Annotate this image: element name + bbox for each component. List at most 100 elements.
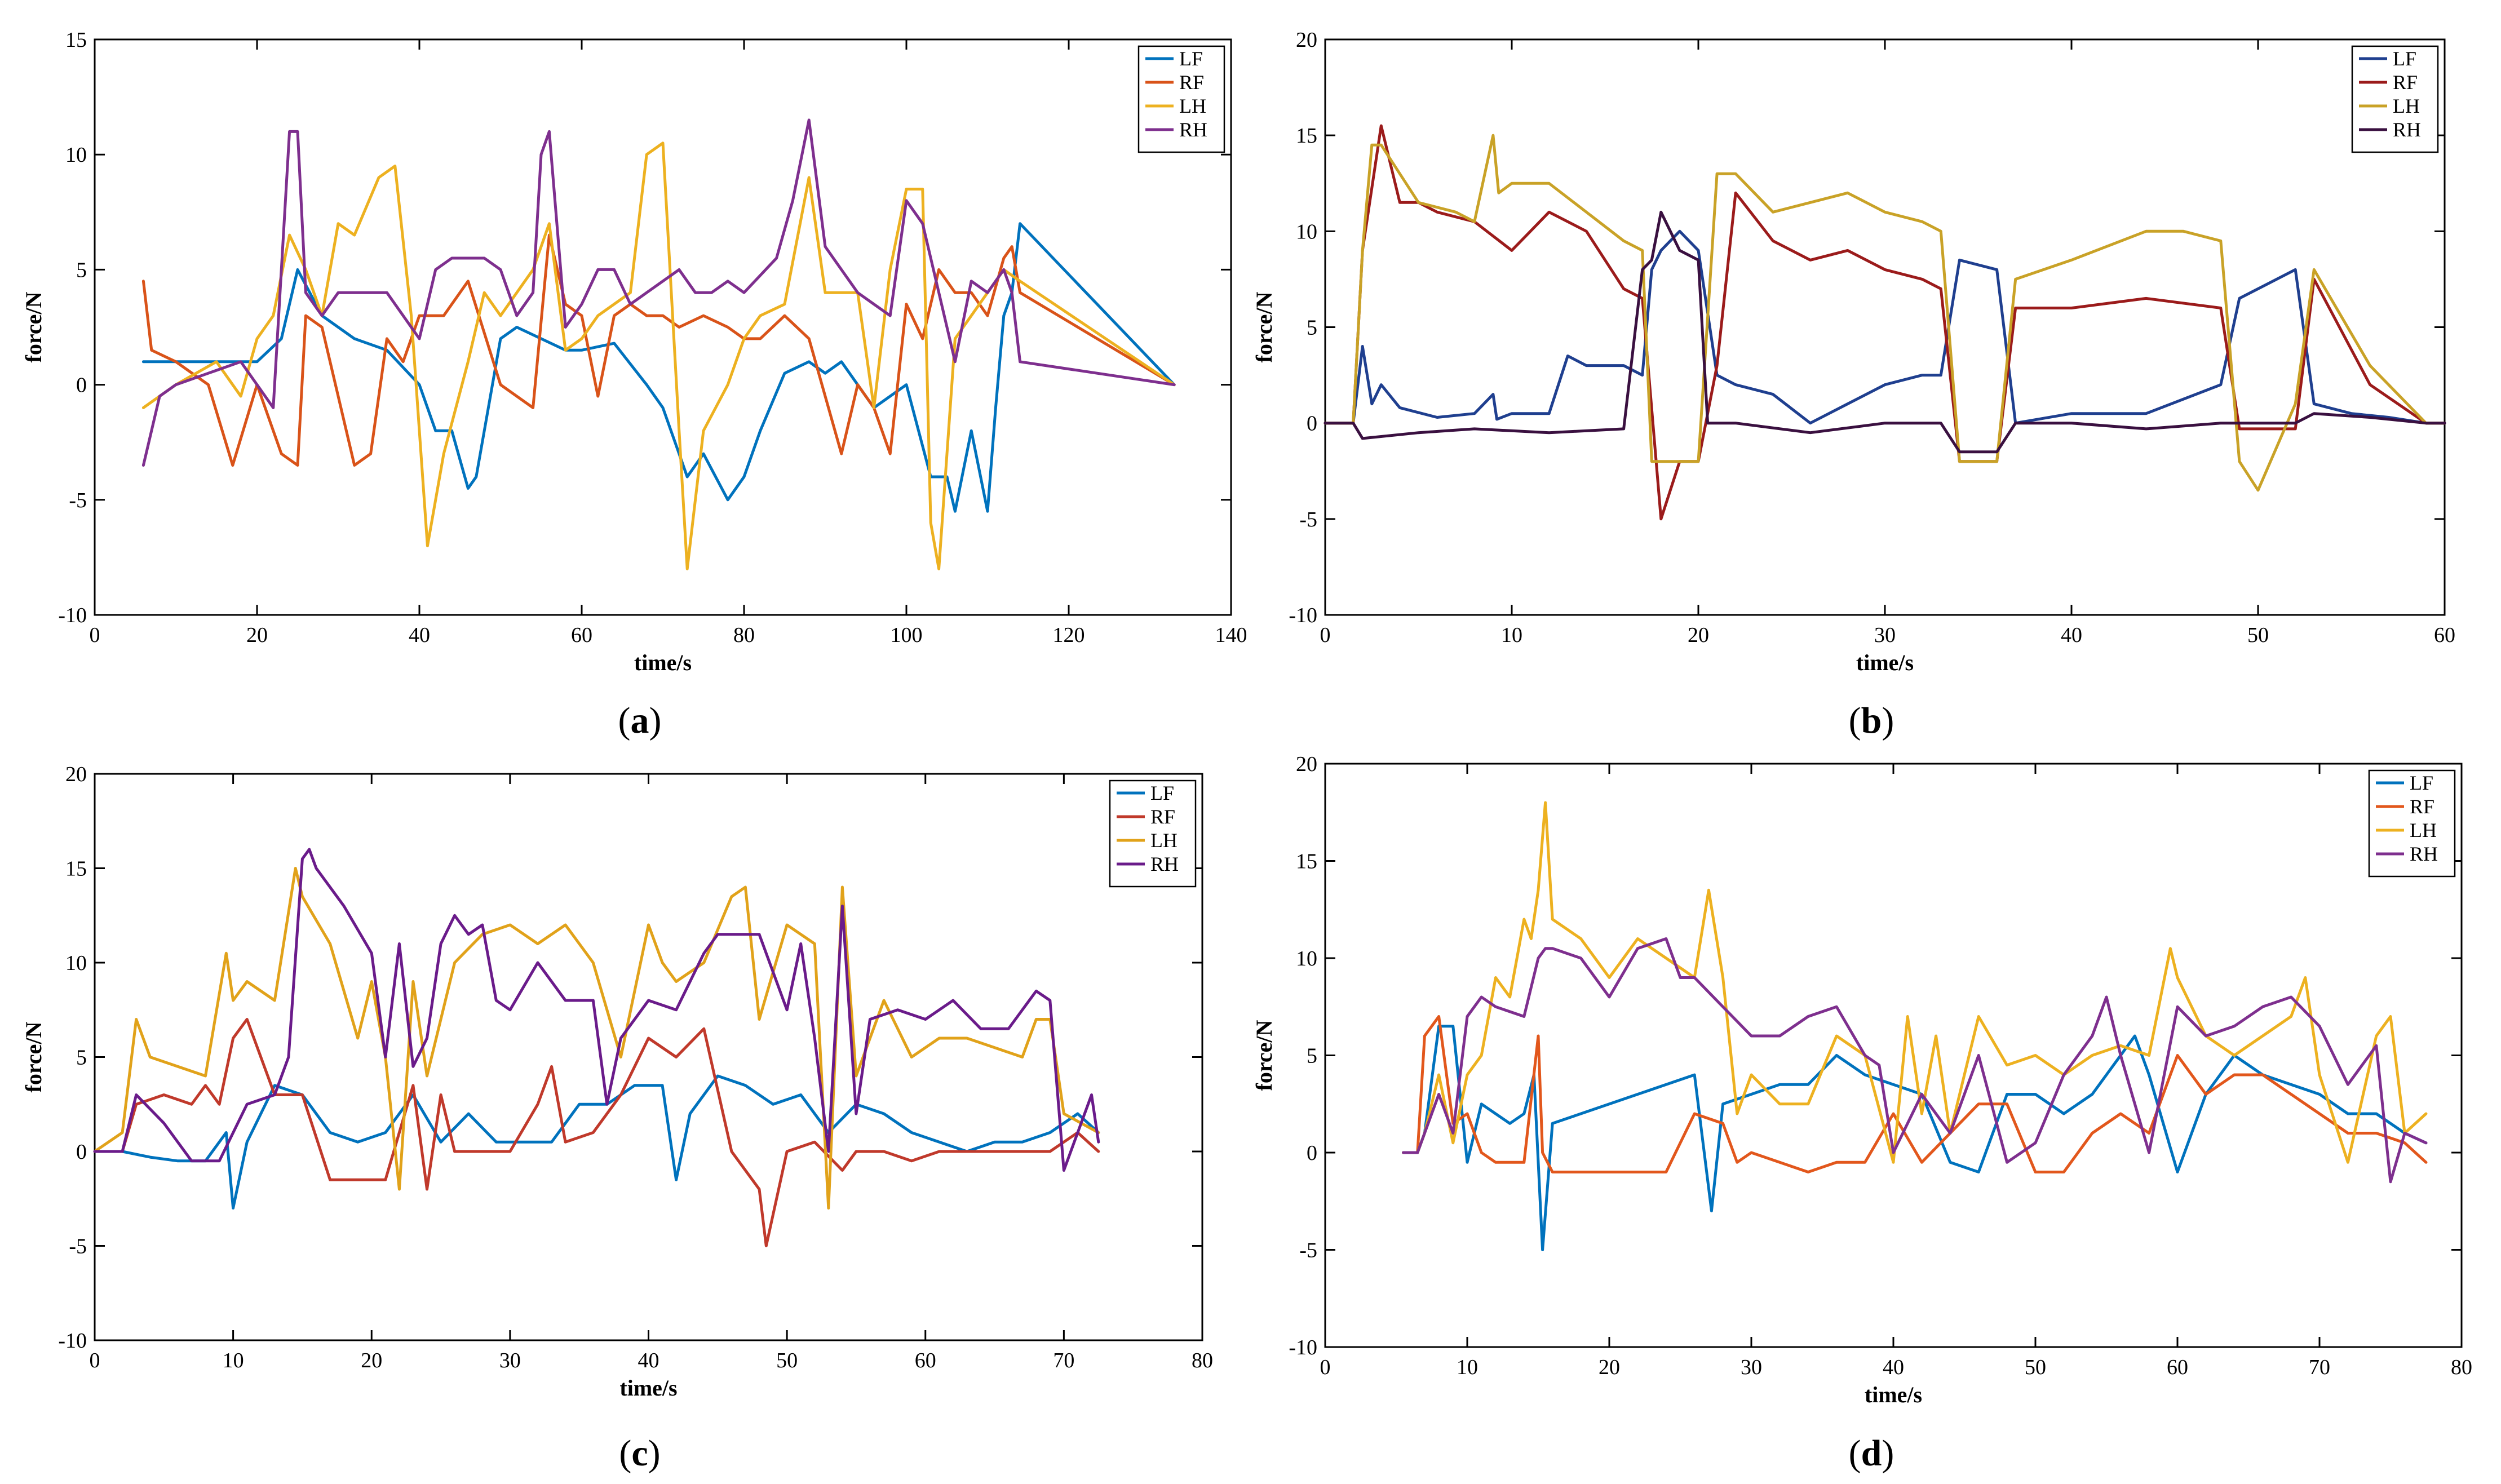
x-tick-label-b: 10	[1501, 623, 1522, 647]
y-tick-label-d: 0	[1307, 1141, 1317, 1165]
y-tick-label-a: -10	[58, 604, 87, 627]
y-axis-label-a: force/N	[21, 291, 46, 362]
x-tick-label-d: 50	[2025, 1355, 2046, 1379]
legend-label-lh-a: LH	[1179, 95, 1206, 117]
caption-a: (a)	[618, 700, 662, 741]
y-tick-label-b: 20	[1296, 28, 1317, 52]
legend-label-rh-c: RH	[1150, 853, 1179, 875]
y-tick-label-c: 5	[76, 1046, 87, 1070]
x-tick-label-a: 120	[1053, 623, 1085, 647]
y-tick-label-d: 5	[1307, 1044, 1317, 1068]
y-tick-label-a: -5	[69, 489, 87, 512]
x-tick-label-d: 80	[2451, 1355, 2472, 1379]
y-tick-label-c: 10	[65, 951, 87, 975]
legend-box-d	[2368, 769, 2456, 878]
series-line-lf-a	[141, 222, 1176, 513]
legend-label-rf-b: RF	[2393, 71, 2418, 94]
legend-box-b	[2351, 45, 2439, 153]
caption-b: (b)	[1849, 700, 1894, 741]
series-line-lh-c	[93, 867, 1100, 1210]
y-tick-label-b: -5	[1299, 508, 1317, 531]
x-tick-label-a: 20	[246, 623, 268, 647]
x-tick-label-d: 0	[1320, 1355, 1331, 1379]
y-tick-label-c: -5	[69, 1235, 87, 1259]
series-line-rf-b	[1323, 124, 2446, 521]
caption-d: (d)	[1849, 1433, 1894, 1474]
x-tick-label-c: 0	[90, 1349, 100, 1372]
y-tick-label-d: 10	[1296, 947, 1317, 971]
series-line-rh-b	[1323, 210, 2446, 454]
x-tick-label-a: 140	[1215, 623, 1247, 647]
plot-frame-d	[1324, 763, 2463, 1348]
legend-label-rh-a: RH	[1179, 118, 1207, 141]
series-line-lf-c	[93, 1074, 1100, 1210]
y-tick-label-b: 10	[1296, 220, 1317, 243]
x-tick-label-d: 30	[1741, 1355, 1762, 1379]
legend-label-lh-b: LH	[2393, 95, 2420, 117]
x-axis-label-b: time/s	[1856, 650, 1914, 675]
x-tick-label-b: 40	[2061, 623, 2082, 647]
x-tick-label-c: 10	[223, 1349, 244, 1372]
legend-box-a	[1137, 45, 1225, 153]
legend-box-c	[1109, 779, 1197, 888]
y-tick-label-a: 0	[76, 374, 87, 397]
y-tick-label-d: -5	[1299, 1239, 1317, 1262]
y-tick-label-a: 10	[65, 143, 87, 167]
legend-label-lf-b: LF	[2393, 47, 2416, 70]
y-tick-label-d: -10	[1289, 1336, 1317, 1359]
series-line-lf-b	[1323, 229, 2446, 425]
legend-label-rf-c: RF	[1150, 805, 1175, 828]
y-tick-label-a: 5	[76, 258, 87, 282]
series-line-lh-b	[1323, 134, 2446, 492]
x-tick-label-d: 70	[2309, 1355, 2330, 1379]
caption-c: (c)	[619, 1433, 660, 1474]
y-tick-label-c: 15	[65, 857, 87, 881]
y-tick-label-c: 20	[65, 763, 87, 786]
x-tick-label-d: 40	[1883, 1355, 1904, 1379]
series-line-rh-a	[141, 118, 1176, 467]
legend-label-lf-c: LF	[1150, 782, 1174, 804]
y-axis-label-c: force/N	[21, 1021, 46, 1092]
y-tick-label-b: 15	[1296, 124, 1317, 148]
legend-label-rf-a: RF	[1179, 71, 1204, 94]
x-tick-label-a: 0	[90, 623, 100, 647]
x-tick-label-c: 80	[1192, 1349, 1213, 1372]
y-tick-label-d: 20	[1296, 752, 1317, 776]
y-tick-label-c: -10	[58, 1329, 87, 1353]
y-axis-label-d: force/N	[1251, 1020, 1277, 1091]
x-tick-label-c: 70	[1053, 1349, 1074, 1372]
series-line-lh-a	[141, 141, 1176, 570]
series-line-lf-d	[1402, 1025, 2428, 1251]
x-tick-label-d: 20	[1599, 1355, 1620, 1379]
plot-frame-b	[1324, 38, 2446, 616]
legend-label-rh-b: RH	[2393, 118, 2421, 141]
chart-panel-c: 0 10 20 30 40 50 60 70 80 -10 -5 0 5 10 15 20 time/s forc…	[21, 763, 1213, 1474]
x-tick-label-a: 40	[409, 623, 430, 647]
x-tick-label-b: 30	[1874, 623, 1896, 647]
y-tick-label-a: 15	[65, 28, 87, 52]
chart-panel-b: 0 10 20 30 40 50 60 -10 -5 0 5 10 15 20 time/s force/N L…	[1251, 28, 2455, 741]
x-tick-label-d: 60	[2167, 1355, 2188, 1379]
x-axis-label-d: time/s	[1865, 1382, 1922, 1407]
x-axis-label-a: time/s	[634, 650, 692, 675]
x-tick-label-c: 60	[915, 1349, 936, 1372]
x-tick-label-b: 0	[1320, 623, 1331, 647]
x-tick-label-c: 30	[499, 1349, 521, 1372]
y-tick-label-b: -10	[1289, 604, 1317, 627]
x-axis-label-c: time/s	[619, 1375, 677, 1401]
legend-label-lh-d: LH	[2410, 819, 2437, 841]
legend-label-lf-a: LF	[1179, 47, 1203, 70]
series-line-rf-d	[1402, 1015, 2428, 1173]
chart-panel-a: 0 20 40 60 80 100 120 140 -10 -5 0 5 10 15 time/s force…	[21, 28, 1247, 741]
x-tick-label-b: 20	[1688, 623, 1709, 647]
y-tick-label-d: 15	[1296, 850, 1317, 874]
x-tick-label-b: 50	[2247, 623, 2269, 647]
legend-label-rh-d: RH	[2410, 843, 2438, 865]
series-line-rh-d	[1402, 937, 2428, 1184]
series-line-rf-c	[93, 1018, 1100, 1247]
legend-label-lf-d: LF	[2410, 772, 2433, 794]
